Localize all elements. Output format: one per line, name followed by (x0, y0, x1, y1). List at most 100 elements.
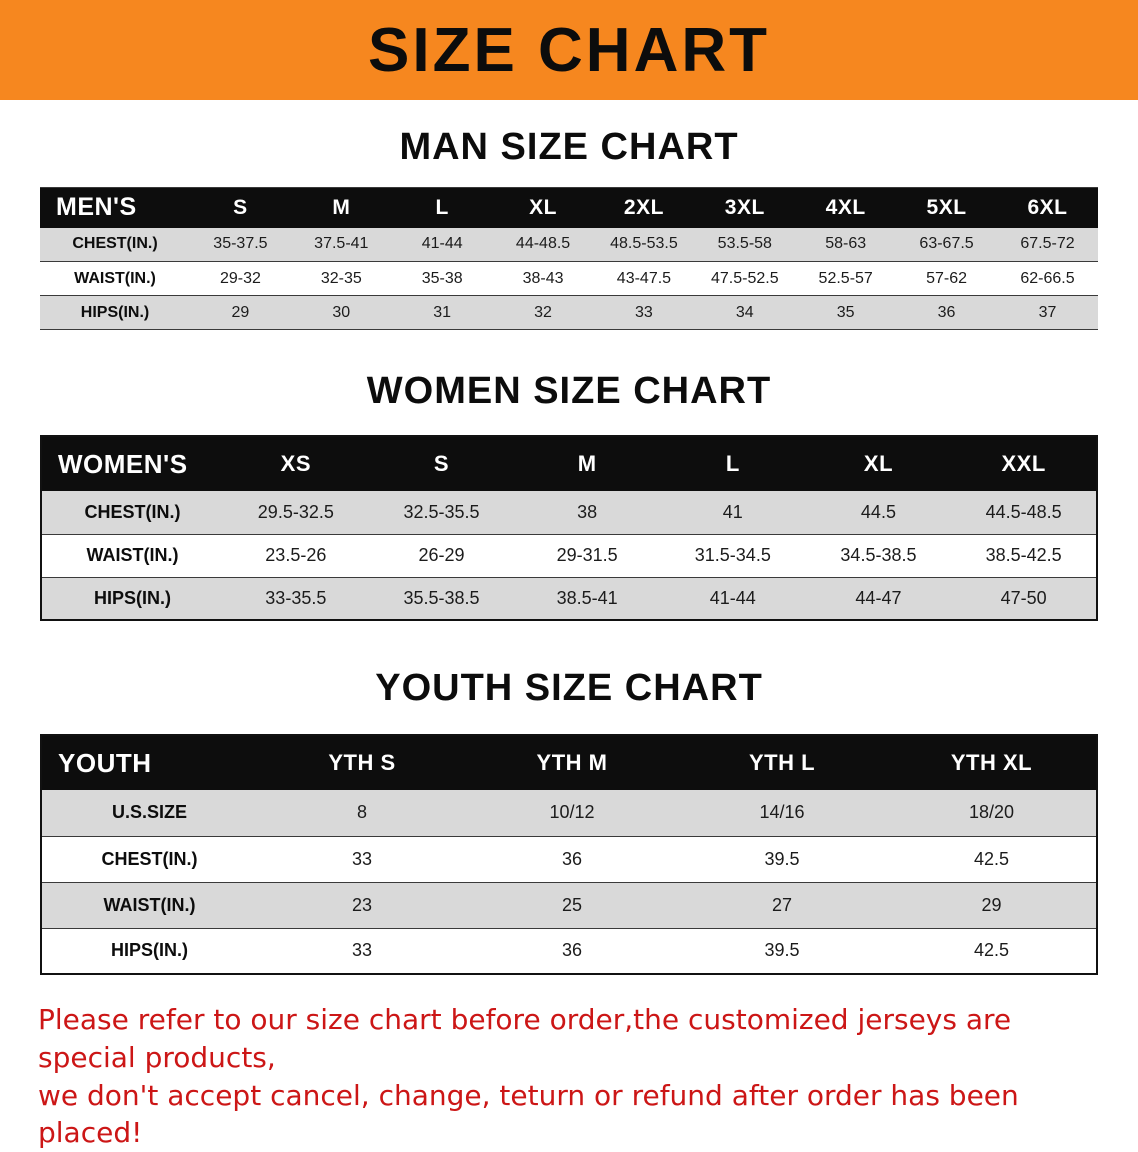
measurement-value: 48.5-53.5 (610, 235, 678, 253)
measurement-value: 8 (356, 802, 367, 823)
measurement-value: 41-44 (709, 587, 756, 608)
measurement-value: 44.5-48.5 (985, 501, 1062, 522)
size-column-header: XXL (1001, 451, 1046, 476)
banner: SIZE CHART (0, 0, 1138, 100)
footer-note: Please refer to our size chart before or… (38, 1001, 1100, 1152)
size-column-header: YTH M (536, 750, 608, 775)
measurement-value: 41-44 (421, 235, 463, 253)
measurement-label: HIPS(IN.) (93, 587, 171, 608)
size-column-header: 6XL (1027, 195, 1068, 219)
measurement-value: 33 (351, 940, 373, 961)
measurement-value: 35-37.5 (213, 235, 268, 253)
footer-note-line-1: Please refer to our size chart before or… (38, 1003, 1012, 1074)
measurement-value: 33 (635, 303, 653, 321)
measurement-value: 52.5-57 (818, 269, 873, 287)
measurement-row: CHEST(IN.) 35-37.5 37.5-41 41-44 44-48.5 48.5… (40, 227, 1098, 262)
size-column-header: S (233, 195, 248, 219)
measurement-value: 43-47.5 (616, 269, 672, 287)
measurement-value: 37 (1038, 303, 1057, 321)
measurement-label: WAIST(IN.) (74, 269, 156, 287)
page-title: SIZE CHART (368, 15, 770, 85)
measurement-label: CHEST(IN.) (72, 235, 158, 253)
measurement-value: 39.5 (764, 848, 800, 869)
women-size-chart-section: WOMEN SIZE CHART WOMEN'S XS S M L XL XXL CHEST(… (0, 370, 1138, 621)
measurement-value: 38.5-41 (556, 587, 618, 608)
measurement-value: 44-48.5 (515, 235, 571, 253)
youth-section-heading: YOUTH SIZE CHART (375, 667, 763, 709)
size-column-header: 5XL (926, 195, 967, 219)
measurement-value: 27 (771, 894, 793, 915)
size-column-header: S (433, 451, 450, 476)
measurement-value: 32 (534, 303, 552, 321)
measurement-value: 58-63 (825, 235, 867, 253)
measurement-value: 29.5-32.5 (257, 501, 334, 522)
measurement-value: 29 (981, 894, 1002, 915)
size-column-header: 4XL (825, 195, 866, 219)
measurement-row: HIPS(IN.) 33 36 39.5 42.5 (41, 928, 1097, 974)
measurement-value: 34 (735, 303, 754, 321)
measurement-label: WAIST(IN.) (86, 545, 179, 565)
size-column-header: XL (529, 195, 557, 219)
table-header-row: YOUTH YTH S YTH M YTH L YTH XL (41, 735, 1097, 790)
size-column-header: L (435, 195, 449, 219)
measurement-value: 34.5-38.5 (840, 545, 917, 565)
table-group-label: MEN'S (56, 193, 137, 222)
men-size-table: MEN'S S M L XL 2XL 3XL 4XL 5XL 6XL CHEST(IN.) 35-37… (40, 187, 1098, 330)
measurement-value: 63-67.5 (919, 235, 974, 253)
youth-size-chart-section: YOUTH SIZE CHART YOUTH YTH S YTH M YTH L YTH… (0, 667, 1138, 975)
women-size-table: WOMEN'S XS S M L XL XXL CHEST(IN.) 29.5-32.5 32.5… (40, 435, 1098, 621)
measurement-row: HIPS(IN.) 29 30 31 32 33 34 35 36 37 (40, 295, 1098, 330)
measurement-value: 44.5 (860, 501, 896, 522)
measurement-value: 29-31.5 (556, 545, 618, 565)
measurement-value: 35-38 (421, 269, 463, 287)
men-section-heading: MAN SIZE CHART (399, 126, 739, 168)
measurement-value: 37.5-41 (314, 235, 369, 253)
measurement-value: 23.5-26 (265, 545, 327, 565)
men-size-chart-section: MAN SIZE CHART MEN'S S M L XL 2XL 3XL 4XL 5XL 6XL… (0, 126, 1138, 330)
measurement-value: 41 (722, 501, 743, 522)
measurement-value: 36 (937, 303, 956, 321)
size-column-header: 3XL (724, 195, 765, 219)
measurement-row: HIPS(IN.) 33-35.5 35.5-38.5 38.5-41 41-44 44-… (41, 577, 1097, 620)
measurement-label: U.S.SIZE (111, 802, 187, 823)
table-header-row: MEN'S S M L XL 2XL 3XL 4XL 5XL 6XL (40, 187, 1098, 228)
measurement-row: WAIST(IN.) 29-32 32-35 35-38 38-43 43-47.5 47.… (40, 261, 1098, 296)
measurement-label: WAIST(IN.) (103, 894, 196, 915)
measurement-value: 25 (561, 894, 583, 915)
measurement-label: HIPS(IN.) (110, 940, 188, 961)
youth-size-table: YOUTH YTH S YTH M YTH L YTH XL U.S.SIZE 8 10/12… (40, 734, 1098, 975)
measurement-value: 42.5 (973, 940, 1010, 961)
measurement-value: 33-35.5 (265, 587, 327, 608)
measurement-value: 32.5-35.5 (403, 501, 480, 522)
measurement-value: 29-32 (219, 269, 261, 287)
measurement-value: 36 (561, 940, 583, 961)
measurement-value: 32-35 (320, 269, 362, 287)
measurement-value: 31 (433, 303, 452, 321)
women-section-heading: WOMEN SIZE CHART (366, 370, 772, 412)
footer-note-line-2: we don't accept cancel, change, teturn o… (38, 1078, 1019, 1150)
measurement-value: 47-50 (1000, 587, 1047, 608)
measurement-value: 31.5-34.5 (694, 545, 771, 565)
size-column-header: YTH XL (950, 750, 1033, 775)
measurement-value: 57-62 (926, 269, 968, 287)
measurement-label: HIPS(IN.) (80, 303, 150, 321)
measurement-row: WAIST(IN.) 23 25 27 29 (41, 882, 1097, 928)
measurement-value: 67.5-72 (1020, 235, 1075, 253)
size-column-header: XS (280, 451, 311, 476)
measurement-value: 39.5 (764, 940, 800, 961)
table-group-label: WOMEN'S (58, 448, 188, 479)
measurement-value: 62-66.5 (1020, 269, 1075, 287)
measurement-value: 36 (561, 848, 583, 869)
measurement-value: 53.5-58 (717, 235, 772, 253)
measurement-label: CHEST(IN.) (101, 848, 198, 869)
size-column-header: YTH L (748, 750, 816, 775)
measurement-value: 18/20 (968, 802, 1015, 823)
measurement-row: WAIST(IN.) 23.5-26 26-29 29-31.5 31.5-34.5 34… (41, 534, 1097, 577)
measurement-value: 38-43 (522, 269, 564, 287)
measurement-value: 47.5-52.5 (711, 269, 779, 287)
measurement-row: CHEST(IN.) 29.5-32.5 32.5-35.5 38 41 44.5 44.5… (41, 491, 1097, 534)
measurement-value: 44-47 (855, 587, 902, 608)
measurement-value: 35.5-38.5 (403, 587, 480, 608)
size-column-header: XL (863, 451, 894, 476)
